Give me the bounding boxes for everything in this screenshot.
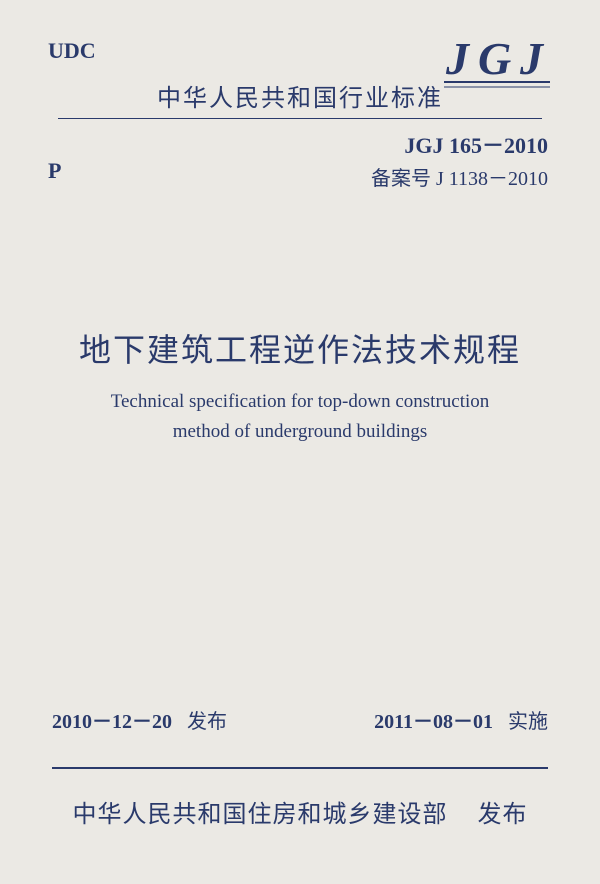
effective-date-block: 2011－08－01 实施: [374, 705, 548, 734]
filing-code: 备案号 J 1138－2010: [371, 162, 548, 191]
effective-date: 2011－08－01: [374, 711, 493, 733]
standard-cover-page: UDC P J G J 中华人民共和国行业标准 JGJ 165－2010 备案号…: [0, 0, 600, 884]
issue-date-block: 2010－12－20 发布: [52, 705, 227, 734]
code-block: JGJ 165－2010 备案号 J 1138－2010: [371, 128, 548, 191]
header-rule: [58, 118, 542, 119]
effective-label: 实施: [508, 711, 548, 733]
issue-label: 发布: [187, 711, 227, 733]
title-en-line1: Technical specification for top-down con…: [0, 387, 600, 417]
udc-label: UDC: [48, 38, 96, 64]
publisher-org: 中华人民共和国住房和城乡建设部: [73, 802, 448, 828]
publisher-action: 发布: [478, 802, 528, 828]
header-row: 中华人民共和国行业标准: [0, 78, 600, 113]
p-label: P: [48, 158, 61, 184]
svg-text:J: J: [519, 33, 545, 84]
svg-text:G: G: [478, 33, 511, 84]
standard-code: JGJ 165－2010: [371, 128, 548, 160]
title-en-line2: method of underground buildings: [0, 417, 600, 447]
publisher-line: 中华人民共和国住房和城乡建设部 发布: [0, 794, 600, 829]
title-block: 地下建筑工程逆作法技术规程 Technical specification fo…: [0, 325, 600, 448]
issue-date: 2010－12－20: [52, 711, 172, 733]
svg-text:J: J: [445, 33, 471, 84]
title-english: Technical specification for top-down con…: [0, 387, 600, 448]
country-standard-label: 中华人民共和国行业标准: [157, 78, 443, 113]
dates-row: 2010－12－20 发布 2011－08－01 实施: [52, 705, 548, 734]
title-chinese: 地下建筑工程逆作法技术规程: [0, 325, 600, 371]
bottom-rule: [52, 767, 548, 769]
